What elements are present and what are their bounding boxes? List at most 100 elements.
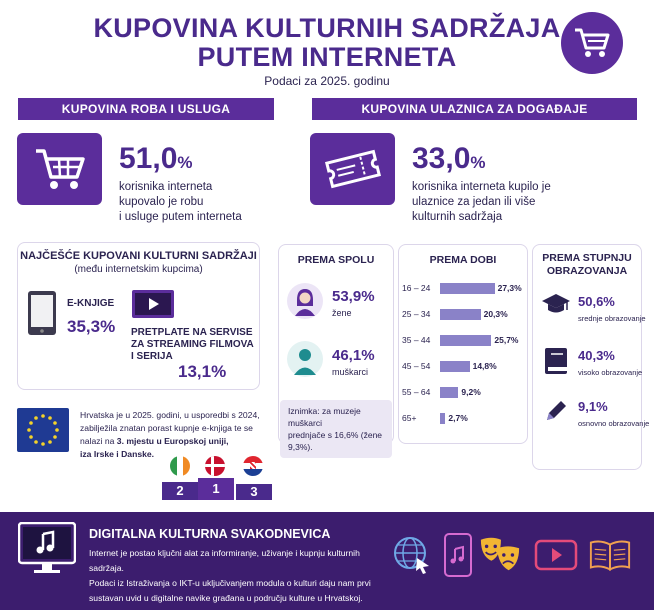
goods-pct-symbol: % (177, 153, 193, 172)
tickets-pct-number: 33,0 (412, 142, 471, 175)
ebooks-value: 35,3% (67, 317, 116, 336)
ireland-flag-icon (170, 456, 190, 476)
men-value: 46,1% (332, 347, 375, 364)
women-label: žene (332, 308, 352, 318)
shopping-cart-icon (575, 28, 610, 57)
age-value: 14,8% (472, 361, 497, 371)
streaming-label-line: PRETPLATE NA SERVISE (131, 327, 253, 338)
book-icon (545, 348, 567, 374)
age-label: 45 – 54 (402, 361, 431, 371)
museum-note: Iznimka: za muzeje muškarci prednjače s … (280, 400, 392, 458)
age-bar (440, 283, 495, 294)
tickets-desc-line: korisnika interneta kupilo je (412, 181, 551, 193)
age-row: 16 – 24 27,3% (402, 281, 530, 295)
header-cart-badge (561, 12, 623, 74)
footer-text-line: sustavan uvid u digitalne navike građana… (89, 593, 363, 603)
gender-heading: PREMA SPOLU (297, 254, 375, 266)
age-card (398, 244, 528, 444)
goods-desc-line: i usluge putem interneta (119, 211, 242, 223)
video-play-icon (534, 533, 578, 577)
edu-primary-label: osnovno obrazovanje (578, 419, 650, 428)
man-icon (287, 341, 323, 377)
edu-secondary-label: srednje obrazovanje (578, 314, 646, 323)
goods-desc-line: kupovalo je robu (119, 196, 204, 208)
tickets-icon-box (310, 133, 395, 205)
museum-note-line: Iznimka: za muzeje muškarci (288, 406, 361, 428)
most-bought-heading: NAJČEŠĆE KUPOVANI KULTURNI SADRŽAJI (20, 250, 257, 262)
eu-text-line: Hrvatska je u 2025. godini, u usporedbi … (80, 410, 260, 420)
age-heading: PREMA DOBI (429, 254, 497, 266)
footer-text-line: Podaci iz Istraživanja o IKT-u uključiva… (89, 578, 371, 588)
age-value: 20,3% (483, 309, 508, 319)
edu-secondary-value: 50,6% (578, 294, 615, 309)
title-line-2: PUTEM INTERNETA (197, 42, 457, 72)
eu-text-pre: nalazi na (80, 436, 117, 446)
eu-text-line: zabilježila znatan porast kupnje e-knjig… (80, 423, 253, 433)
women-value: 53,9% (332, 288, 375, 305)
age-row: 25 – 34 20,3% (402, 307, 530, 321)
age-bar (440, 335, 492, 346)
age-label: 55 – 64 (402, 387, 431, 397)
goods-description: korisnika interneta kupovalo je robu i u… (119, 180, 242, 225)
age-bar (440, 413, 446, 424)
age-row: 35 – 44 25,7% (402, 333, 530, 347)
age-label: 65+ (402, 413, 417, 423)
age-bar (440, 309, 481, 320)
page-title: KUPOVINA KULTURNIH SADRŽAJA PUTEM INTERN… (0, 14, 654, 72)
age-label: 16 – 24 (402, 283, 431, 293)
eu-text-bold: 3. mjestu u Europskoj uniji, (116, 436, 229, 446)
woman-icon (287, 283, 323, 319)
goods-percentage: 51,0% (119, 142, 193, 176)
eu-flag-icon (17, 408, 69, 452)
age-label: 25 – 34 (402, 309, 431, 319)
streaming-label-line: ZA STREAMING FILMOVA (131, 339, 254, 350)
monitor-music-icon (18, 522, 76, 573)
podium-second: 2 (162, 482, 198, 500)
streaming-label-line: I SERIJA (131, 351, 173, 362)
age-row: 45 – 54 14,8% (402, 359, 530, 373)
title-line-1: KUPOVINA KULTURNIH SADRŽAJA (93, 13, 561, 43)
age-bar (440, 387, 459, 398)
ereader-icon (28, 291, 56, 335)
denmark-flag-icon (205, 456, 225, 476)
tickets-heading: KUPOVINA ULAZNICA ZA DOGAĐAJE (312, 98, 637, 120)
most-bought-subheading: (među internetskim kupcima) (74, 264, 203, 275)
shopping-cart-icon (35, 149, 85, 189)
tickets-desc-line: kulturnih sadržaja (412, 211, 503, 223)
pencil-icon (547, 401, 566, 420)
edu-higher-value: 40,3% (578, 348, 615, 363)
age-value: 27,3% (497, 283, 522, 293)
croatia-flag-icon (243, 456, 263, 476)
education-heading-line: PREMA STUPNJU (542, 252, 632, 264)
globe-cursor-icon (390, 533, 434, 577)
education-heading: PREMA STUPNJU OBRAZOVANJA (532, 252, 642, 278)
footer-title: DIGITALNA KULTURNA SVAKODNEVICA (89, 527, 331, 541)
page-subtitle: Podaci za 2025. godinu (264, 74, 390, 88)
footer-band (0, 512, 654, 610)
streaming-label: PRETPLATE NA SERVISE ZA STREAMING FILMOV… (131, 327, 254, 363)
tickets-pct-symbol: % (470, 153, 486, 172)
theatre-masks-icon (478, 533, 522, 577)
age-label: 35 – 44 (402, 335, 431, 345)
goods-icon-box (17, 133, 102, 205)
tickets-description: korisnika interneta kupilo je ulaznice z… (412, 180, 551, 225)
streaming-tv-icon (132, 290, 174, 318)
age-value: 25,7% (494, 335, 519, 345)
streaming-value: 13,1% (178, 362, 227, 381)
graduation-cap-icon (542, 294, 570, 313)
podium-first: 1 (198, 478, 234, 500)
age-value: 2,7% (448, 413, 468, 423)
age-row: 55 – 64 9,2% (402, 385, 530, 399)
ticket-icon (324, 149, 381, 189)
podium-third: 3 (236, 484, 272, 500)
open-book-icon (588, 533, 632, 577)
edu-primary-value: 9,1% (578, 399, 608, 414)
ebooks-label: E-KNJIGE (67, 298, 115, 309)
age-value: 9,2% (461, 387, 481, 397)
men-label: muškarci (332, 367, 369, 377)
eu-text: Hrvatska je u 2025. godini, u usporedbi … (80, 409, 270, 461)
goods-pct-number: 51,0 (119, 142, 178, 175)
tickets-percentage: 33,0% (412, 142, 486, 176)
edu-higher-label: visoko obrazovanje (578, 368, 643, 377)
